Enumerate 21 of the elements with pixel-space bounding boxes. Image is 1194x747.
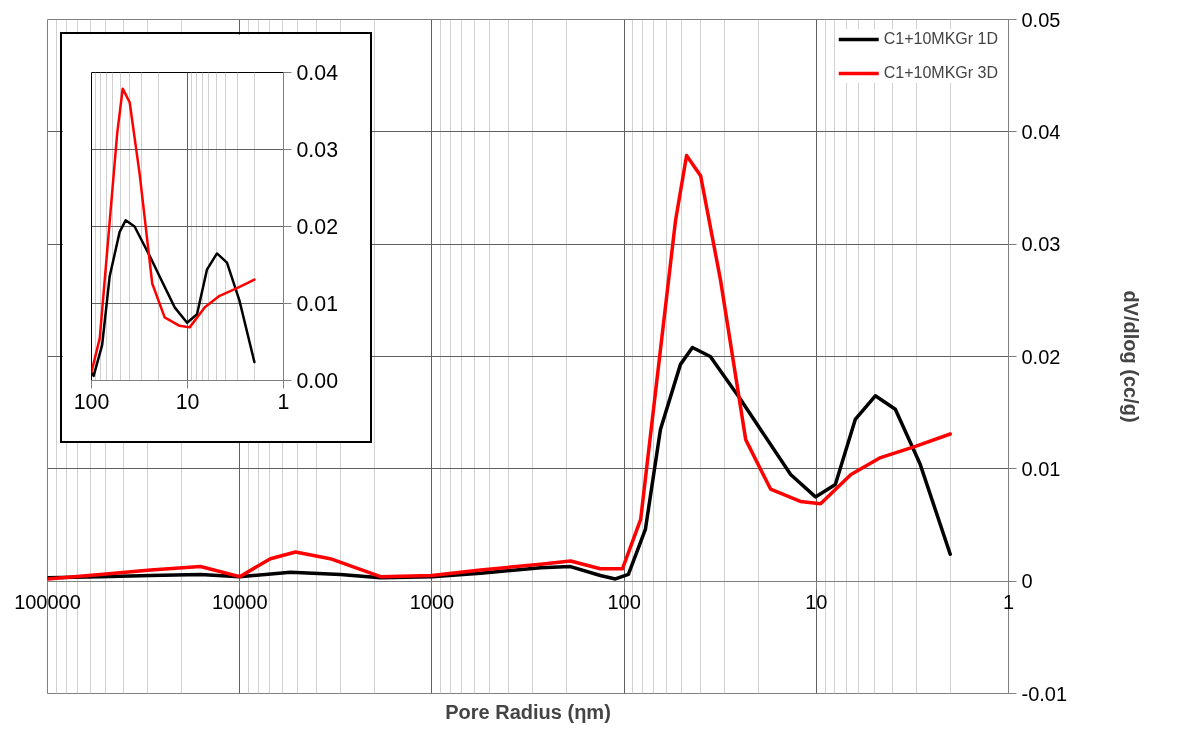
x-tick-label: 10 bbox=[175, 389, 200, 414]
legend-label: C1+10MKGr 3D bbox=[883, 64, 998, 82]
x-tick-label: 1 bbox=[277, 389, 290, 414]
y-tick-label: 0.02 bbox=[1021, 345, 1061, 368]
y-tick-label: 0.02 bbox=[296, 215, 339, 239]
y-tick-label: 0.01 bbox=[1021, 457, 1061, 480]
x-axis-title: Pore Radius (ηm) bbox=[445, 700, 611, 723]
y-tick-label: 0.00 bbox=[296, 369, 339, 393]
x-tick-label: 100 bbox=[73, 389, 110, 414]
x-tick-label: 100000 bbox=[14, 590, 81, 613]
y-tick-label: -0.01 bbox=[1021, 682, 1068, 705]
y-tick-label: 0 bbox=[1021, 570, 1033, 593]
y-tick-label: 0.05 bbox=[1021, 8, 1061, 31]
y-tick-label: 0.04 bbox=[1021, 120, 1061, 143]
x-tick-label: 1 bbox=[1002, 590, 1015, 613]
y-tick-label: 0.03 bbox=[296, 138, 339, 162]
y-axis-title: dV/dlog (cc/g) bbox=[1120, 290, 1143, 423]
y-tick-label: 0.04 bbox=[296, 61, 339, 85]
y-tick-label: 0.01 bbox=[296, 292, 339, 316]
legend-label: C1+10MKGr 1D bbox=[883, 30, 998, 48]
y-tick-label: 0.03 bbox=[1021, 233, 1061, 256]
